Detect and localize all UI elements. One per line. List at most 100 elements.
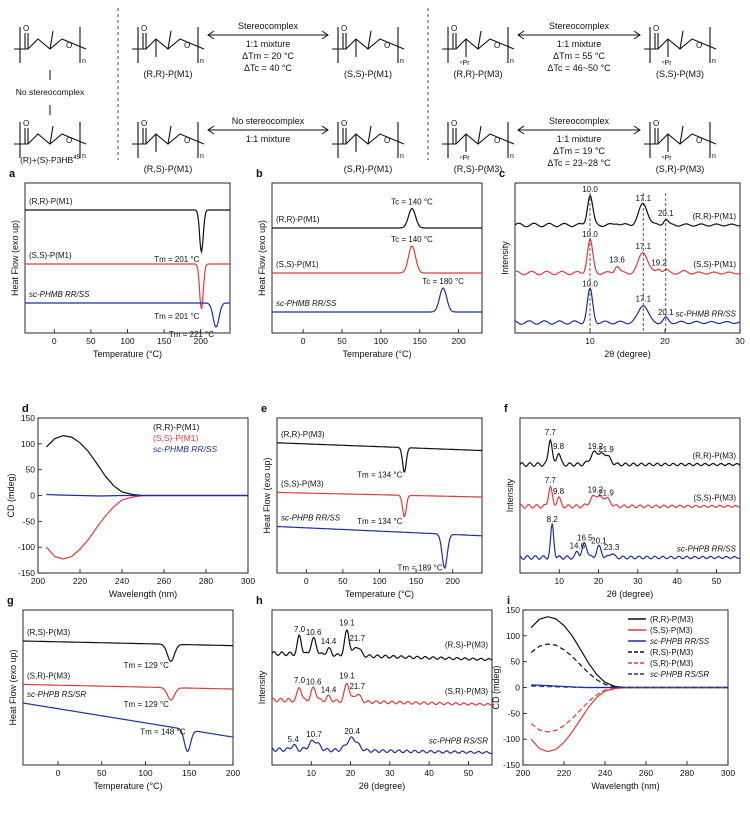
y-axis-label: Heat Flow (exo up) — [262, 457, 272, 533]
panel-a: a Temperature (°C) Heat Flow (exo up) 0 50 10… — [9, 168, 231, 359]
x-tick-label: 200 — [226, 768, 240, 778]
x-tick-label: 300 — [241, 576, 255, 586]
peak-label-9-8: 9.8 — [553, 487, 565, 496]
peak-label-23-3: 23.3 — [604, 543, 620, 552]
structure-right-2: O On — [332, 119, 405, 160]
carbonyl — [342, 33, 347, 49]
y-axis-label: Intensity — [257, 670, 267, 704]
x-tick-label: 220 — [557, 768, 571, 778]
peak-annotation-2: Tm = 221 °C — [169, 330, 214, 339]
peak-label-14-6: 14.6 — [570, 541, 586, 550]
delta-tm-1: ΔTm = 55 °C — [553, 51, 605, 61]
double-arrow-3 — [517, 125, 641, 135]
plot-frame — [514, 182, 741, 334]
peak-label-7-0: 7.0 — [294, 625, 306, 634]
x-tick-label: 200 — [194, 336, 208, 346]
backbone — [332, 38, 405, 50]
peak-label-19-1: 19.1 — [339, 671, 355, 680]
peak-annotation-2: Tm = 189 °C — [397, 564, 442, 573]
x-tick-label: 50 — [712, 576, 722, 586]
x-tick-label: 300 — [721, 768, 735, 778]
series-line-4 — [530, 686, 728, 733]
arrow-label-3: Stereocomplex — [549, 116, 610, 126]
y-tick-label: -150 — [18, 568, 35, 578]
backbone — [442, 133, 515, 145]
series-name-0: (R,S)-P(M3) — [27, 628, 70, 637]
y-tick-label: 100 — [21, 439, 35, 449]
peak-label-10-0: 10.0 — [582, 185, 598, 194]
series-name-0: (R,S)-P(M3) — [445, 640, 488, 649]
x-tick-label: 150 — [157, 336, 171, 346]
p3hb-caption: (R)+(S)-P3HB45 — [20, 155, 80, 165]
compound-left-2: (R,S)-P(M1) — [144, 164, 193, 174]
series-name-1: (S,S)-P(M1) — [693, 260, 736, 269]
series-name-1: (S,R)-P(M3) — [27, 671, 70, 680]
panel-label: b — [256, 168, 263, 180]
oxygen-carbonyl: O — [141, 119, 147, 128]
y-tick-label: -50 — [508, 708, 521, 718]
x-tick-label: 280 — [199, 576, 213, 586]
series-line-0 — [271, 629, 493, 662]
methyl-b — [679, 125, 684, 145]
y-axis-label: Heat Flow (exo up) — [8, 649, 18, 725]
peak-label-14-4: 14.4 — [321, 637, 337, 646]
backbone — [14, 133, 87, 145]
x-axis-label: Wavelength (nm) — [109, 589, 177, 599]
series-line-2 — [25, 302, 230, 328]
y-tick-label: 50 — [26, 465, 36, 475]
legend-entry-0: (R,R)-P(M3) — [650, 615, 694, 624]
delta-tm-3: ΔTm = 19 °C — [553, 146, 605, 156]
oxygen-carbonyl: O — [141, 24, 147, 33]
repeat-n: n — [712, 153, 716, 160]
x-tick-label: 50 — [97, 768, 107, 778]
oxygen-ester: O — [66, 136, 72, 145]
series-name-0: (R,R)-P(M1) — [692, 212, 736, 221]
y-axis-label: Intensity — [500, 241, 510, 275]
delta-tc-0: ΔTc = 40 °C — [244, 63, 292, 73]
mixture-label-3: 1:1 mixture — [557, 134, 602, 144]
series-name-2: sc-PHPB RS/SR — [429, 737, 488, 746]
panel-i: i Wavelength (nm) CD (mdeg) 200 220 240 260 280… — [491, 595, 735, 791]
peak-annotation-1: Tm = 134 °C — [357, 517, 402, 526]
y-tick-label: 100 — [506, 631, 520, 641]
series-line-2 — [272, 287, 482, 313]
compound-right-0: (S,S)-P(M1) — [344, 69, 392, 79]
x-tick-label: 40 — [424, 768, 434, 778]
panel-c: c 2θ (degree) Intensity 10 20 30 (R,R)-P(M1) (S… — [499, 168, 745, 359]
x-tick-label: 0 — [56, 768, 61, 778]
compound-left-3: (R,S)-P(M3) — [454, 164, 503, 174]
repeat-n: n — [400, 58, 404, 65]
peak-annotation-0: Tc = 140 °C — [391, 198, 433, 207]
x-axis-label: 2θ (degree) — [359, 781, 406, 791]
repeat-n: n — [82, 153, 86, 160]
y-tick-label: 0 — [30, 491, 35, 501]
peak-label-19-2: 19.2 — [588, 486, 604, 495]
x-tick-label: 200 — [516, 768, 530, 778]
peak-annotation-1: Tm = 201 °C — [154, 312, 199, 321]
x-tick-label: 200 — [452, 336, 466, 346]
panel-label: g — [7, 595, 14, 607]
oxygen-carbonyl: O — [451, 119, 457, 128]
y-axis-label: CD (mdeg) — [491, 665, 501, 709]
x-tick-label: 260 — [157, 576, 171, 586]
x-axis-label: 2θ (degree) — [604, 349, 651, 359]
propyl-label: ⁿPr — [460, 155, 470, 162]
arrow-label-2: No stereocomplex — [232, 116, 305, 126]
series-name-0: (R,R)-P(M1) — [276, 215, 320, 224]
compound-left-1: (R,R)-P(M3) — [454, 69, 503, 79]
peak-label-21-7: 21.7 — [349, 634, 365, 643]
carbonyl — [342, 128, 347, 144]
compound-right-1: (S,S)-P(M3) — [656, 69, 704, 79]
panel-label: e — [261, 403, 267, 415]
x-tick-label: 280 — [680, 768, 694, 778]
backbone — [644, 133, 717, 145]
plot-frame — [276, 417, 483, 574]
mixture-label-1: 1:1 mixture — [557, 39, 602, 49]
backbone — [14, 38, 87, 50]
x-tick-label: 10 — [585, 336, 595, 346]
peak-label-10-7: 10.7 — [306, 730, 322, 739]
panel-g: g Temperature (°C) Heat Flow (exo up) 0 50 10… — [7, 595, 240, 791]
x-tick-label: 150 — [409, 576, 423, 586]
carbonyl — [452, 128, 457, 144]
x-tick-label: 50 — [337, 336, 347, 346]
